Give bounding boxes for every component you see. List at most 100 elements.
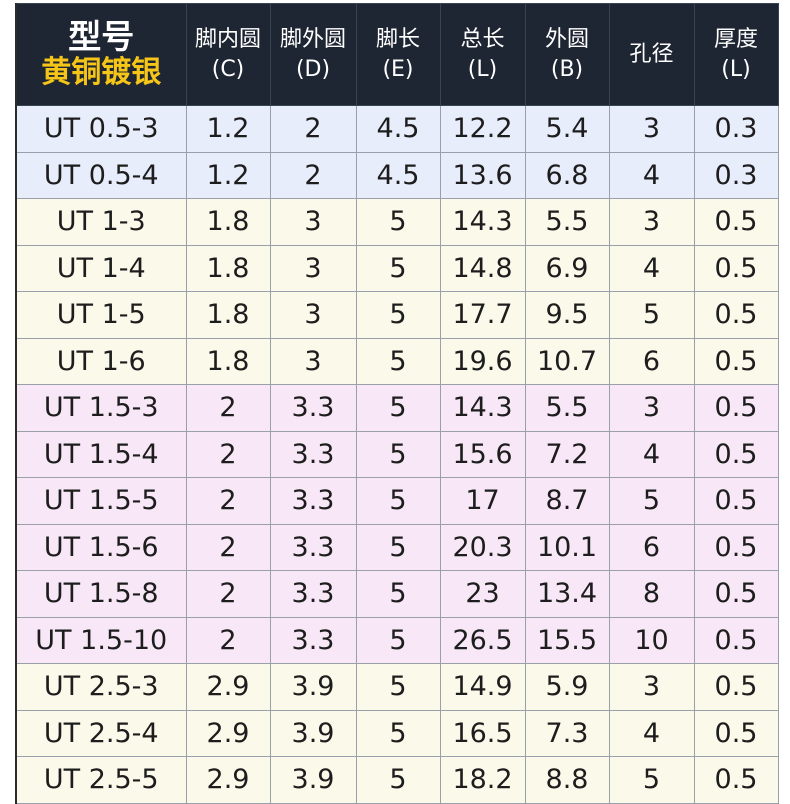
cell-leg-length: 5 <box>355 570 441 618</box>
cell-outer-circle: 9.5 <box>524 291 610 339</box>
header-col-thickness: 厚度 (L) <box>693 3 779 106</box>
cell-outer-diameter: 3.3 <box>269 384 357 432</box>
cell-thickness: 0.5 <box>693 663 779 711</box>
cell-outer-diameter: 3.9 <box>269 663 357 711</box>
cell-outer-diameter: 3 <box>269 198 357 246</box>
cell-thickness: 0.5 <box>693 477 779 525</box>
table-header: 型号 黄铜镀银 脚内圆 (C) 脚外圆 (D) 脚长 (E) 总长 (L) <box>15 3 779 106</box>
cell-total-length: 16.5 <box>439 709 526 757</box>
cell-total-length: 17 <box>439 477 526 525</box>
cell-outer-circle: 5.5 <box>524 384 610 432</box>
cell-hole-diameter: 4 <box>608 709 695 757</box>
column-name: 脚外圆 <box>279 26 346 52</box>
column-name: 外圆 <box>544 26 589 52</box>
cell-total-length: 23 <box>439 570 526 618</box>
cell-hole-diameter: 4 <box>608 430 695 478</box>
cell-total-length: 14.3 <box>439 198 526 246</box>
spec-table: 型号 黄铜镀银 脚内圆 (C) 脚外圆 (D) 脚长 (E) 总长 (L) <box>15 3 779 804</box>
cell-outer-circle: 10.7 <box>524 337 610 385</box>
cell-inner-diameter: 2 <box>185 430 271 478</box>
cell-leg-length: 5 <box>355 477 441 525</box>
cell-outer-diameter: 3.3 <box>269 477 357 525</box>
cell-total-length: 15.6 <box>439 430 526 478</box>
table-row: UT 1.5-10 2 3.3 5 26.5 15.5 10 0.5 <box>15 616 779 664</box>
cell-model: UT 1-3 <box>15 198 187 246</box>
header-col-inner-diameter: 脚内圆 (C) <box>185 3 271 106</box>
cell-leg-length: 5 <box>355 198 441 246</box>
column-unit: (D) <box>295 56 331 82</box>
table-row: UT 1.5-5 2 3.3 5 17 8.7 5 0.5 <box>15 477 779 525</box>
cell-model: UT 0.5-4 <box>15 151 187 199</box>
table-row: UT 1-4 1.8 3 5 14.8 6.9 4 0.5 <box>15 244 779 292</box>
cell-inner-diameter: 2 <box>185 570 271 618</box>
cell-thickness: 0.5 <box>693 244 779 292</box>
cell-outer-diameter: 3.3 <box>269 570 357 618</box>
cell-outer-diameter: 3.3 <box>269 523 357 571</box>
cell-leg-length: 4.5 <box>355 105 441 153</box>
cell-outer-circle: 5.9 <box>524 663 610 711</box>
cell-outer-circle: 8.7 <box>524 477 610 525</box>
cell-hole-diameter: 3 <box>608 198 695 246</box>
table-row: UT 1-5 1.8 3 5 17.7 9.5 5 0.5 <box>15 291 779 339</box>
header-row: 型号 黄铜镀银 脚内圆 (C) 脚外圆 (D) 脚长 (E) 总长 (L) <box>15 3 779 106</box>
cell-leg-length: 5 <box>355 616 441 664</box>
model-label: 型号 <box>68 17 135 57</box>
cell-leg-length: 5 <box>355 291 441 339</box>
cell-outer-diameter: 3.3 <box>269 430 357 478</box>
cell-outer-diameter: 3.9 <box>269 709 357 757</box>
cell-inner-diameter: 1.8 <box>185 198 271 246</box>
cell-hole-diameter: 3 <box>608 105 695 153</box>
cell-total-length: 14.3 <box>439 384 526 432</box>
cell-hole-diameter: 6 <box>608 523 695 571</box>
column-unit: (B) <box>550 56 584 82</box>
cell-hole-diameter: 5 <box>608 477 695 525</box>
cell-inner-diameter: 2.9 <box>185 663 271 711</box>
cell-outer-diameter: 3 <box>269 244 357 292</box>
cell-outer-diameter: 2 <box>269 151 357 199</box>
cell-thickness: 0.5 <box>693 430 779 478</box>
cell-total-length: 12.2 <box>439 105 526 153</box>
header-col-hole-diameter: 孔径 <box>608 3 695 106</box>
cell-thickness: 0.5 <box>693 756 779 804</box>
cell-thickness: 0.5 <box>693 523 779 571</box>
column-unit: (L) <box>467 56 498 82</box>
cell-inner-diameter: 2.9 <box>185 709 271 757</box>
cell-outer-diameter: 3.3 <box>269 616 357 664</box>
cell-outer-circle: 5.4 <box>524 105 610 153</box>
cell-outer-diameter: 3 <box>269 337 357 385</box>
cell-thickness: 0.3 <box>693 151 779 199</box>
cell-thickness: 0.5 <box>693 337 779 385</box>
cell-leg-length: 5 <box>355 430 441 478</box>
header-col-outer-circle: 外圆 (B) <box>524 3 610 106</box>
cell-hole-diameter: 4 <box>608 151 695 199</box>
spec-table-container: 型号 黄铜镀银 脚内圆 (C) 脚外圆 (D) 脚长 (E) 总长 (L) <box>15 3 779 804</box>
cell-thickness: 0.5 <box>693 709 779 757</box>
table-row: UT 1-3 1.8 3 5 14.3 5.5 3 0.5 <box>15 198 779 246</box>
table-row: UT 0.5-3 1.2 2 4.5 12.2 5.4 3 0.3 <box>15 105 779 153</box>
cell-leg-length: 5 <box>355 384 441 432</box>
cell-total-length: 14.9 <box>439 663 526 711</box>
cell-model: UT 1-4 <box>15 244 187 292</box>
cell-hole-diameter: 4 <box>608 244 695 292</box>
cell-model: UT 1.5-5 <box>15 477 187 525</box>
cell-model: UT 1.5-8 <box>15 570 187 618</box>
column-name: 脚长 <box>375 26 420 52</box>
table-row: UT 1.5-4 2 3.3 5 15.6 7.2 4 0.5 <box>15 430 779 478</box>
header-model: 型号 黄铜镀银 <box>15 3 187 106</box>
cell-hole-diameter: 8 <box>608 570 695 618</box>
table-body: UT 0.5-3 1.2 2 4.5 12.2 5.4 3 0.3 UT 0.5-4 1.2 2 4.… <box>15 105 779 804</box>
cell-total-length: 19.6 <box>439 337 526 385</box>
cell-outer-circle: 5.5 <box>524 198 610 246</box>
cell-inner-diameter: 2 <box>185 523 271 571</box>
cell-outer-diameter: 3.9 <box>269 756 357 804</box>
cell-inner-diameter: 1.2 <box>185 151 271 199</box>
cell-model: UT 1.5-10 <box>15 616 187 664</box>
cell-model: UT 1-5 <box>15 291 187 339</box>
material-label: 黄铜镀银 <box>41 55 162 91</box>
cell-thickness: 0.5 <box>693 198 779 246</box>
cell-outer-circle: 13.4 <box>524 570 610 618</box>
cell-leg-length: 5 <box>355 663 441 711</box>
table-row: UT 1.5-8 2 3.3 5 23 13.4 8 0.5 <box>15 570 779 618</box>
cell-outer-circle: 8.8 <box>524 756 610 804</box>
cell-leg-length: 5 <box>355 337 441 385</box>
